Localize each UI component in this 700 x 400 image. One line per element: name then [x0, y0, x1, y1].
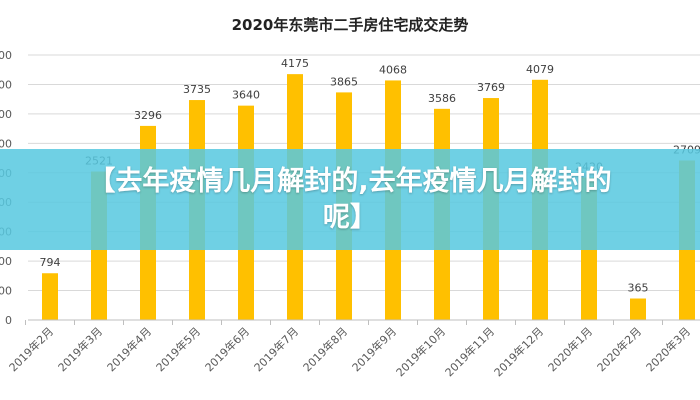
x-tick-label: 2019年12月 — [491, 324, 546, 379]
data-label: 3586 — [428, 92, 456, 105]
y-tick-label: 00 — [0, 78, 12, 91]
overlay-banner: 【去年疫情几月解封的,去年疫情几月解封的呢】 — [0, 149, 700, 250]
x-tick-label: 2019年10月 — [393, 324, 448, 379]
chart-title: 2020年东莞市二手房住宅成交走势 — [231, 16, 469, 34]
data-label: 3865 — [330, 75, 358, 88]
data-label: 4175 — [281, 57, 309, 70]
x-tick-label: 2019年6月 — [202, 324, 252, 374]
x-tick-label: 2019年3月 — [55, 324, 105, 374]
y-tick-label: 00 — [0, 285, 12, 298]
x-tick-label: 2020年1月 — [545, 324, 595, 374]
data-label: 3735 — [183, 83, 211, 96]
bar — [42, 273, 58, 320]
data-label: 794 — [40, 256, 61, 269]
x-tick-label: 2020年2月 — [594, 324, 644, 374]
x-tick-label: 2019年11月 — [442, 324, 497, 379]
y-tick-label: 00 — [0, 49, 12, 62]
data-label: 4079 — [526, 63, 554, 76]
data-label: 4068 — [379, 63, 407, 76]
x-tick-label: 2019年8月 — [300, 324, 350, 374]
y-tick-label: 00 — [0, 255, 12, 268]
bar — [630, 298, 646, 320]
x-tick-label: 2019年7月 — [251, 324, 301, 374]
data-label: 3640 — [232, 89, 260, 102]
x-tick-label: 2019年9月 — [349, 324, 399, 374]
x-tick-label: 2019年5月 — [153, 324, 203, 374]
overlay-text: 【去年疫情几月解封的,去年疫情几月解封的呢】 — [88, 165, 612, 233]
data-label: 3769 — [477, 81, 505, 94]
y-tick-label: 0 — [5, 314, 12, 327]
x-tick-label: 2019年4月 — [104, 324, 154, 374]
x-tick-label: 2020年3月 — [643, 324, 693, 374]
y-tick-label: 00 — [0, 108, 12, 121]
x-tick-label: 2019年2月 — [6, 324, 56, 374]
data-label: 3296 — [134, 109, 162, 122]
data-label: 365 — [628, 282, 649, 295]
y-tick-label: 00 — [0, 137, 12, 150]
